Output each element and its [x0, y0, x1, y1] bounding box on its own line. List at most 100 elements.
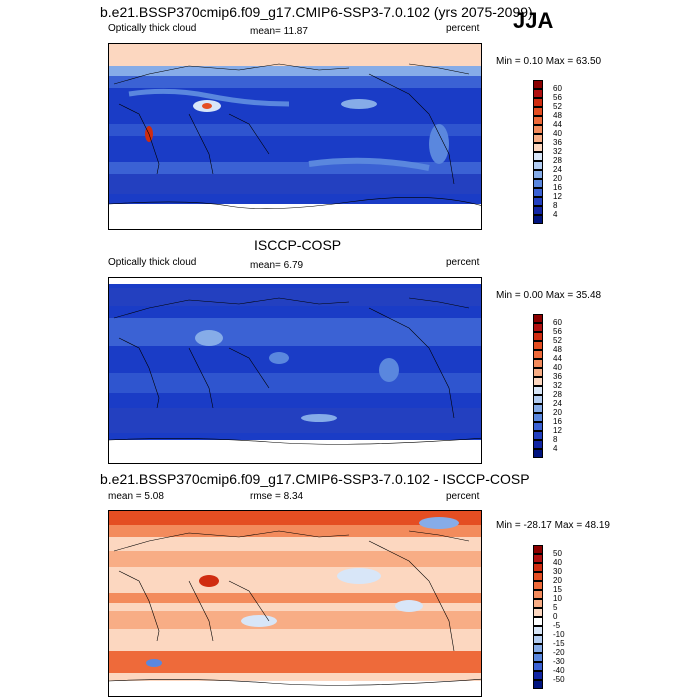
colorbar-swatch [533, 449, 543, 458]
colorbar-swatch [533, 170, 543, 179]
colorbar-tick-label: 8 [553, 201, 558, 210]
colorbar-tick-label: 40 [553, 558, 562, 567]
colorbar-tick-label: 36 [553, 138, 562, 147]
colorbar-tick-label: 12 [553, 192, 562, 201]
colorbar-swatch [533, 152, 543, 161]
colorbar-swatch [533, 554, 543, 563]
panel-1-colorbar [533, 80, 543, 224]
colorbar-tick-label: 52 [553, 102, 562, 111]
panel-3-title: b.e21.BSSP370cmip6.f09_g17.CMIP6-SSP3-7.… [100, 471, 530, 487]
colorbar-swatch [533, 215, 543, 224]
panel-2-mean-label: mean= 6.79 [250, 260, 304, 271]
panel-3-minmax: Min = -28.17 Max = 48.19 [496, 520, 610, 531]
colorbar-tick-label: -10 [553, 630, 565, 639]
colorbar-tick-label: -40 [553, 666, 565, 675]
colorbar-tick-label: 20 [553, 174, 562, 183]
colorbar-swatch [533, 143, 543, 152]
colorbar-tick-label: 32 [553, 381, 562, 390]
colorbar-tick-label: 20 [553, 576, 562, 585]
panel-3-mean-label: mean = 5.08 [108, 491, 164, 502]
colorbar-tick-label: 24 [553, 399, 562, 408]
colorbar-tick-label: -30 [553, 657, 565, 666]
colorbar-swatch [533, 413, 543, 422]
colorbar-tick-label: 52 [553, 336, 562, 345]
colorbar-swatch [533, 341, 543, 350]
colorbar-swatch [533, 572, 543, 581]
colorbar-swatch [533, 590, 543, 599]
colorbar-tick-label: 60 [553, 84, 562, 93]
colorbar-swatch [533, 653, 543, 662]
colorbar-tick-label: 20 [553, 408, 562, 417]
panel-2-units-label: percent [446, 257, 480, 268]
colorbar-swatch [533, 359, 543, 368]
colorbar-swatch [533, 404, 543, 413]
panel-1-map [108, 43, 482, 230]
colorbar-tick-label: 30 [553, 567, 562, 576]
panel-3-rmse-label: rmse = 8.34 [250, 491, 304, 502]
colorbar-tick-label: 10 [553, 594, 562, 603]
colorbar-tick-label: 40 [553, 129, 562, 138]
colorbar-tick-label: 50 [553, 549, 562, 558]
colorbar-tick-label: 5 [553, 603, 558, 612]
colorbar-swatch [533, 134, 543, 143]
colorbar-tick-label: -5 [553, 621, 561, 630]
colorbar-swatch [533, 386, 543, 395]
colorbar-swatch [533, 197, 543, 206]
colorbar-swatch [533, 206, 543, 215]
colorbar-swatch [533, 107, 543, 116]
colorbar-tick-label: 32 [553, 147, 562, 156]
panel-1-mean-label: mean= 11.87 [250, 26, 308, 37]
panel-3-map [108, 510, 482, 697]
panel-3-colorbar [533, 545, 543, 689]
colorbar-tick-label: -20 [553, 648, 565, 657]
colorbar-tick-label: 24 [553, 165, 562, 174]
panel-1-title: b.e21.BSSP370cmip6.f09_g17.CMIP6-SSP3-7.… [100, 4, 533, 20]
colorbar-tick-label: 0 [553, 612, 558, 621]
panel-1-variable-label: Optically thick cloud [108, 23, 197, 34]
colorbar-tick-label: 15 [553, 585, 562, 594]
colorbar-swatch [533, 671, 543, 680]
colorbar-tick-label: 48 [553, 111, 562, 120]
colorbar-swatch [533, 161, 543, 170]
colorbar-tick-label: 16 [553, 417, 562, 426]
colorbar-swatch [533, 80, 543, 89]
colorbar-swatch [533, 89, 543, 98]
colorbar-tick-label: 44 [553, 354, 562, 363]
colorbar-swatch [533, 125, 543, 134]
colorbar-swatch [533, 350, 543, 359]
colorbar-swatch [533, 431, 543, 440]
panel-2-title: ISCCP-COSP [254, 237, 342, 253]
colorbar-tick-label: 12 [553, 426, 562, 435]
colorbar-swatch [533, 662, 543, 671]
colorbar-swatch [533, 314, 543, 323]
panel-2-map [108, 277, 482, 464]
colorbar-swatch [533, 617, 543, 626]
colorbar-swatch [533, 323, 543, 332]
colorbar-tick-label: -50 [553, 675, 565, 684]
colorbar-swatch [533, 377, 543, 386]
colorbar-swatch [533, 422, 543, 431]
panel-2-colorbar [533, 314, 543, 458]
colorbar-swatch [533, 179, 543, 188]
colorbar-swatch [533, 188, 543, 197]
colorbar-tick-label: 40 [553, 363, 562, 372]
colorbar-tick-label: 36 [553, 372, 562, 381]
colorbar-swatch [533, 332, 543, 341]
colorbar-swatch [533, 644, 543, 653]
panel-3-units-label: percent [446, 491, 480, 502]
colorbar-tick-label: -15 [553, 639, 565, 648]
panel-1-minmax: Min = 0.10 Max = 63.50 [496, 56, 602, 67]
colorbar-tick-label: 8 [553, 435, 558, 444]
colorbar-swatch [533, 599, 543, 608]
colorbar-tick-label: 16 [553, 183, 562, 192]
colorbar-swatch [533, 608, 543, 617]
colorbar-swatch [533, 545, 543, 554]
colorbar-tick-label: 48 [553, 345, 562, 354]
colorbar-swatch [533, 581, 543, 590]
colorbar-tick-label: 56 [553, 327, 562, 336]
colorbar-swatch [533, 680, 543, 689]
colorbar-swatch [533, 440, 543, 449]
colorbar-tick-label: 4 [553, 444, 558, 453]
panel-2-variable-label: Optically thick cloud [108, 257, 197, 268]
